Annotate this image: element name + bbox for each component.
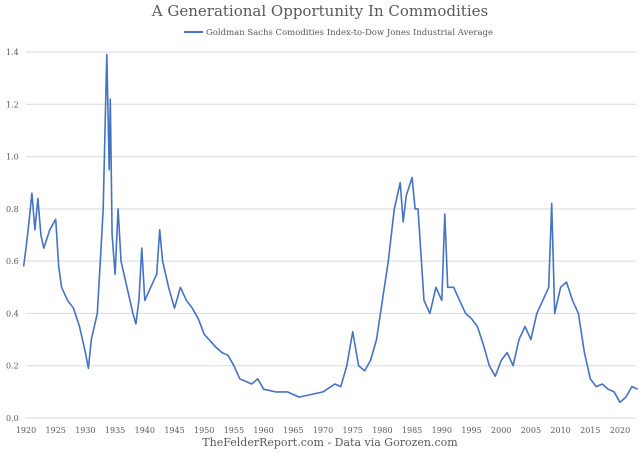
x-tick-label: 1920 xyxy=(16,426,36,435)
x-tick-label: 1945 xyxy=(164,426,184,435)
x-tick-label: 1970 xyxy=(313,426,333,435)
x-tick-label: 1985 xyxy=(402,426,422,435)
y-tick-label: 0.2 xyxy=(6,362,19,371)
x-tick-label: 1950 xyxy=(194,426,214,435)
x-tick-label: 2000 xyxy=(491,426,511,435)
x-tick-label: 1995 xyxy=(461,426,481,435)
y-tick-label: 0.6 xyxy=(6,257,19,266)
x-tick-label: 2015 xyxy=(580,426,600,435)
chart-title: A Generational Opportunity In Commoditie… xyxy=(151,2,488,20)
x-tick-label: 1980 xyxy=(372,426,392,435)
x-tick-label: 1960 xyxy=(253,426,273,435)
x-tick-label: 1990 xyxy=(432,426,452,435)
y-tick-label: 0.4 xyxy=(6,309,19,318)
y-tick-label: 1.0 xyxy=(6,153,19,162)
legend-label: Goldman Sachs Comodities Index-to-Dow Jo… xyxy=(206,28,493,38)
x-tick-label: 2010 xyxy=(550,426,570,435)
grid xyxy=(26,51,636,419)
x-tick-label: 1925 xyxy=(46,426,66,435)
x-tick-label: 2005 xyxy=(521,426,541,435)
x-tick-label: 1975 xyxy=(343,426,363,435)
x-axis: 1920 1925 1930 1935 1940 1945 1950 1955 1960 1965… xyxy=(16,426,630,435)
x-tick-label: 1955 xyxy=(224,426,244,435)
y-tick-label: 0.8 xyxy=(6,205,19,214)
series-line xyxy=(22,53,639,404)
source-note: TheFelderReport.com - Data via Gorozen.c… xyxy=(202,436,458,449)
x-tick-label: 2020 xyxy=(610,426,630,435)
y-tick-label: 1.4 xyxy=(6,48,19,57)
legend: Goldman Sachs Comodities Index-to-Dow Jo… xyxy=(184,28,493,38)
x-tick-label: 1965 xyxy=(283,426,303,435)
y-axis: 0.0 0.2 0.4 0.6 0.8 1.0 1.2 1.4 xyxy=(6,48,19,423)
x-tick-label: 1930 xyxy=(75,426,95,435)
y-tick-label: 1.2 xyxy=(6,100,19,109)
y-tick-label: 0.0 xyxy=(6,414,19,423)
x-tick-label: 1940 xyxy=(135,426,155,435)
x-tick-label: 1935 xyxy=(105,426,125,435)
